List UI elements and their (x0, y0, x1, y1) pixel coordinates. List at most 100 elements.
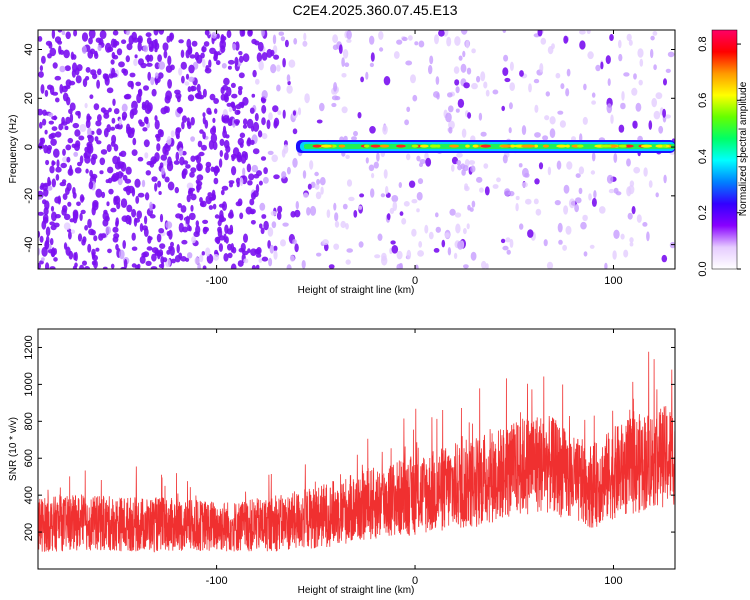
spectrogram-noise-blob (190, 204, 194, 212)
spectrogram-noise-blob (213, 177, 219, 185)
spectrogram-noise-blob (346, 30, 352, 40)
spectrogram-noise-blob (255, 264, 260, 269)
spectrogram-noise-blob (418, 40, 425, 48)
spectrogram-noise-blob (445, 112, 452, 123)
spectrogram-noise-blob (471, 48, 476, 54)
spectrogram-noise-blob (231, 166, 237, 176)
spectrogram-noise-blob (65, 116, 71, 124)
spectrogram-noise-blob (90, 69, 97, 76)
spectrogram-noise-blob (382, 124, 388, 135)
spectrogram-noise-blob (643, 167, 648, 177)
spectrogram-noise-blob (652, 31, 658, 36)
spectrogram-noise-blob (377, 233, 383, 241)
spectrogram-noise-blob (174, 89, 181, 95)
spectrogram-noise-blob (449, 208, 456, 216)
spectrogram-noise-blob (130, 81, 134, 90)
spectrogram-noise-blob (256, 52, 263, 63)
spectrogram-noise-blob (112, 98, 116, 107)
spectrogram-noise-blob (252, 69, 257, 78)
snr-x-tick-label: 0 (412, 575, 418, 587)
spectrogram-noise-blob (60, 162, 67, 169)
spectrogram-noise-blob (62, 148, 66, 156)
spectrogram-noise-blob (188, 225, 192, 232)
spectrogram-noise-blob (44, 89, 49, 97)
spectrogram-noise-blob (302, 170, 307, 179)
spectrogram-frame (37, 29, 676, 270)
spectrogram-noise-blob (125, 55, 130, 63)
spectrogram-noise-blob (38, 71, 44, 78)
spectrogram-noise-blob (97, 114, 102, 122)
spectrogram-noise-blob (238, 51, 243, 56)
spectrogram-noise-blob (90, 229, 96, 236)
spectrogram-noise-blob (195, 154, 202, 164)
spectrogram-noise-blob (141, 101, 146, 109)
snr-panel: -100 0 100 200 400 600 800 1000 1200 Height of … (8, 328, 676, 596)
spectrogram-noise-blob (158, 61, 166, 70)
spectrogram-noise-blob (392, 201, 398, 212)
spectrogram-noise-blob (72, 62, 78, 73)
spectrogram-noise-blob (181, 121, 185, 130)
spectrogram-noise-blob (81, 196, 85, 202)
spectrogram-noise-blob (88, 37, 93, 45)
spectrogram-noise-blob (578, 166, 585, 175)
spectrogram-noise-blob (163, 160, 168, 166)
spectrogram-noise-blob (99, 170, 104, 175)
spectrogram-noise-blob (190, 155, 196, 162)
spectrogram-noise-blob (406, 106, 411, 113)
spectrogram-noise-blob (575, 197, 582, 204)
spectrogram-noise-blob (369, 35, 375, 45)
snr-series (38, 351, 675, 553)
spectrogram-noise-blob (50, 205, 55, 212)
spectrogram-noise-blob (222, 84, 229, 91)
spectrogram-noise-blob (316, 119, 323, 124)
spectrogram-x-tick-label: 100 (604, 275, 622, 287)
spectrogram-noise-blob (167, 55, 172, 66)
spectrogram-noise-blob (261, 214, 267, 219)
spectrogram-noise-blob (401, 218, 407, 225)
signal-band-hotspot (542, 144, 550, 148)
spectrogram-noise-blob (492, 89, 499, 95)
spectrogram-noise-blob (334, 220, 340, 228)
spectrogram-noise-blob (81, 45, 87, 54)
spectrogram-noise-blob (433, 91, 440, 98)
spectrogram-noise-blob (401, 36, 408, 42)
spectrogram-noise-blob (461, 128, 467, 138)
spectrogram-noise-blob (416, 155, 421, 162)
spectrogram-noise-blob (169, 246, 175, 256)
spectrogram-noise-blob (74, 143, 80, 152)
spectrogram-noise-blob (341, 106, 348, 114)
spectrogram-noise-blob (118, 61, 125, 68)
spectrogram-noise-blob (187, 94, 195, 102)
spectrogram-noise-blob (188, 212, 196, 221)
spectrogram-noise-blob (315, 191, 322, 200)
spectrogram-noise-blob (234, 56, 239, 67)
spectrogram-noise-blob (251, 125, 255, 132)
spectrogram-noise-blob (77, 233, 83, 242)
spectrogram-noise-blob (178, 252, 183, 259)
spectrogram-noise-blob (61, 116, 65, 125)
signal-band-hotspot (396, 144, 406, 148)
spectrogram-noise-blob (40, 137, 46, 145)
spectrogram-noise-blob (224, 152, 229, 161)
spectrogram-noise-blob (435, 212, 439, 218)
spectrogram-noise-blob (418, 241, 423, 248)
spectrogram-noise-blob (302, 40, 308, 48)
spectrogram-noise-blob (408, 35, 413, 41)
spectrogram-noise-blob (201, 46, 207, 53)
spectrogram-noise-blob (157, 54, 163, 62)
spectrogram-noise-blob (39, 121, 43, 129)
spectrogram-noise-blob (84, 225, 88, 231)
spectrogram-noise-blob (141, 179, 146, 188)
spectrogram-noise-blob (131, 149, 138, 157)
spectrogram-noise-blob (600, 61, 604, 70)
spectrogram-noise-blob (391, 245, 399, 254)
spectrogram-noise-blob (239, 132, 246, 139)
spectrogram-noise-blob (131, 246, 138, 251)
spectrogram-noise-blob (309, 160, 314, 170)
spectrogram-noise-blob (288, 59, 296, 68)
snr-y-tick-label: 200 (23, 523, 35, 541)
spectrogram-noise-blob (51, 115, 58, 120)
spectrogram-noise-blob (466, 223, 470, 230)
spectrogram-noise-blob (348, 196, 355, 202)
spectrogram-noise-blob (59, 49, 65, 55)
